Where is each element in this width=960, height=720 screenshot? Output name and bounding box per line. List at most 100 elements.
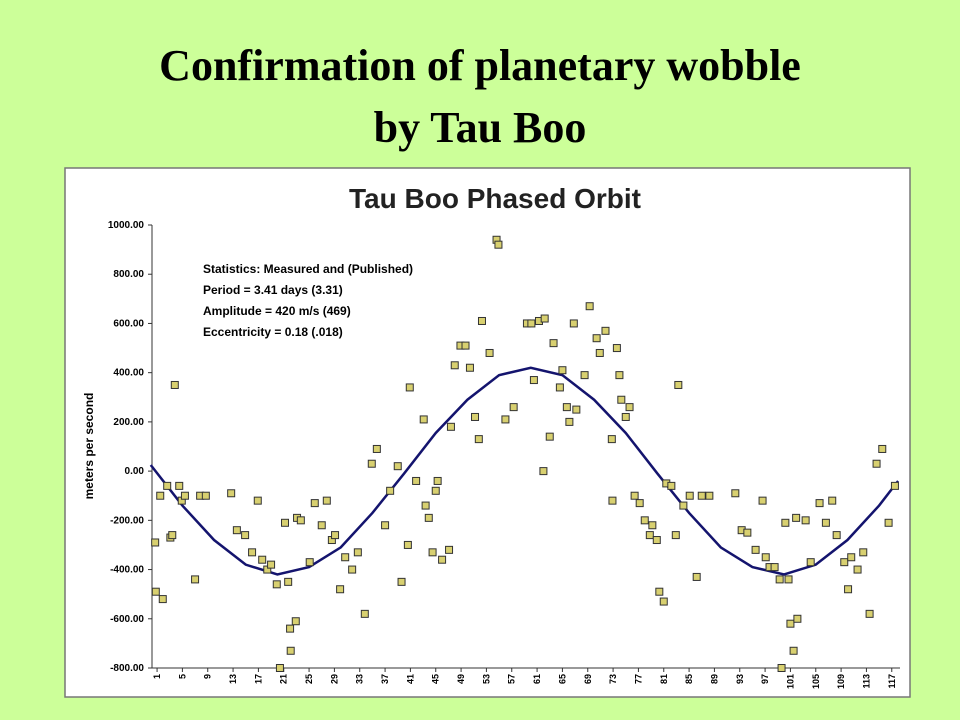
data-point xyxy=(331,531,340,540)
data-point xyxy=(305,558,314,567)
data-point xyxy=(655,587,664,596)
annotation: Statistics: Measured and (Published) xyxy=(203,262,413,276)
data-point xyxy=(509,403,518,412)
data-point xyxy=(381,521,390,530)
data-point xyxy=(151,587,160,596)
x-tick-label: 37 xyxy=(380,674,390,684)
y-tick-label: 800.00 xyxy=(113,269,144,280)
y-tick-label: 0.00 xyxy=(125,466,145,477)
data-point xyxy=(501,415,510,424)
data-point xyxy=(405,383,414,392)
y-tick-label: -400.00 xyxy=(110,565,144,576)
data-point xyxy=(310,499,319,508)
data-point xyxy=(539,467,548,476)
data-point xyxy=(731,489,740,498)
data-point xyxy=(884,518,893,527)
data-point xyxy=(630,491,639,500)
data-point xyxy=(201,491,210,500)
x-tick-label: 25 xyxy=(304,674,314,684)
data-point xyxy=(284,577,293,586)
data-point xyxy=(761,553,770,562)
data-point xyxy=(615,371,624,380)
data-point xyxy=(667,481,676,490)
data-point xyxy=(872,459,881,468)
data-point xyxy=(180,491,189,500)
chart-frame xyxy=(64,167,911,698)
data-point xyxy=(781,518,790,527)
x-tick-label: 41 xyxy=(405,674,415,684)
data-point xyxy=(446,422,455,431)
data-point xyxy=(253,496,262,505)
data-point xyxy=(608,496,617,505)
data-point xyxy=(640,516,649,525)
data-point xyxy=(412,476,421,485)
data-point xyxy=(555,383,564,392)
data-point xyxy=(403,540,412,549)
annotation: Eccentricity = 0.18 (.018) xyxy=(203,325,343,339)
data-point xyxy=(158,595,167,604)
data-point xyxy=(585,302,594,311)
data-point xyxy=(840,558,849,567)
data-point xyxy=(527,319,536,328)
data-point xyxy=(168,531,177,540)
data-point xyxy=(784,575,793,584)
data-point xyxy=(258,555,267,564)
data-point xyxy=(248,548,257,557)
data-point xyxy=(743,528,752,537)
data-point xyxy=(844,585,853,594)
x-tick-label: 81 xyxy=(659,674,669,684)
data-point xyxy=(272,580,281,589)
x-tick-label: 117 xyxy=(887,674,897,689)
data-point xyxy=(685,491,694,500)
data-point xyxy=(433,476,442,485)
data-point xyxy=(671,531,680,540)
data-point xyxy=(151,538,160,547)
slide-title: Confirmation of planetary wobble xyxy=(159,41,801,90)
data-point xyxy=(438,555,447,564)
data-point xyxy=(296,516,305,525)
data-point xyxy=(227,489,236,498)
y-tick-label: 200.00 xyxy=(113,417,144,428)
data-point xyxy=(549,339,558,348)
data-point xyxy=(617,395,626,404)
data-point xyxy=(625,403,634,412)
data-point xyxy=(386,486,395,495)
x-tick-label: 21 xyxy=(279,674,289,684)
data-point xyxy=(445,545,454,554)
data-point xyxy=(801,516,810,525)
data-point xyxy=(828,496,837,505)
data-point xyxy=(348,565,357,574)
data-point xyxy=(421,501,430,510)
data-point xyxy=(832,531,841,540)
x-tick-label: 29 xyxy=(329,674,339,684)
data-point xyxy=(275,664,284,672)
data-point xyxy=(471,412,480,421)
data-point xyxy=(572,405,581,414)
y-tick-label: 600.00 xyxy=(113,318,144,329)
data-point xyxy=(612,344,621,353)
data-point xyxy=(580,371,589,380)
data-point xyxy=(322,496,331,505)
data-point xyxy=(565,417,574,426)
x-tick-label: 101 xyxy=(785,674,795,689)
data-point xyxy=(367,459,376,468)
x-tick-label: 97 xyxy=(760,674,770,684)
y-tick-label: -600.00 xyxy=(110,614,144,625)
x-tick-label: 57 xyxy=(507,674,517,684)
data-point xyxy=(592,334,601,343)
data-point xyxy=(890,481,899,490)
data-point xyxy=(540,314,549,323)
data-point xyxy=(692,572,701,581)
data-point xyxy=(815,499,824,508)
data-point xyxy=(372,444,381,453)
data-point xyxy=(431,486,440,495)
fit-curve xyxy=(149,366,900,576)
data-point xyxy=(485,348,494,357)
data-point xyxy=(859,548,868,557)
data-point xyxy=(163,481,172,490)
x-tick-label: 109 xyxy=(836,674,846,689)
data-point xyxy=(789,646,798,655)
x-tick-label: 61 xyxy=(532,674,542,684)
data-point xyxy=(529,376,538,385)
